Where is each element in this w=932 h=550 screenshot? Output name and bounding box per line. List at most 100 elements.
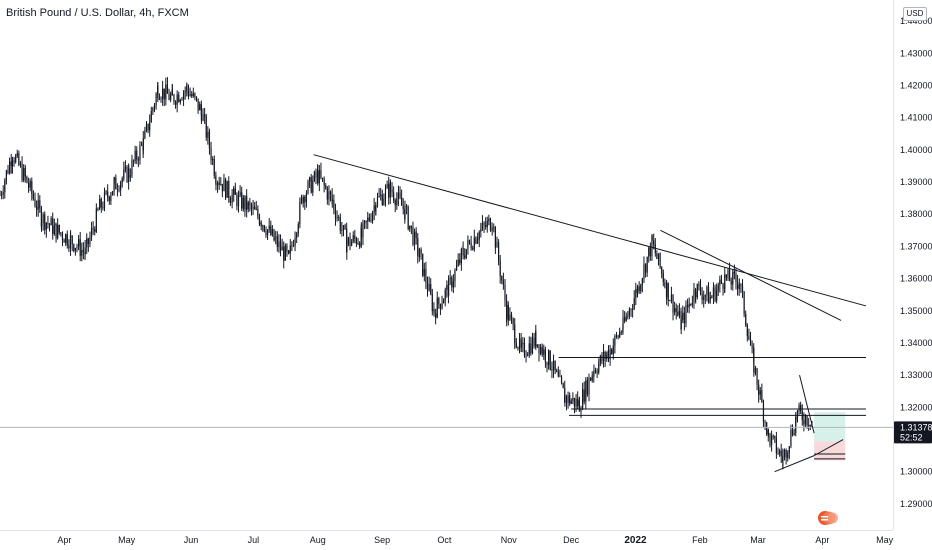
candle-body: [199, 104, 201, 111]
candle-body: [48, 223, 51, 226]
candle-body: [90, 228, 93, 237]
candle-body: [158, 98, 161, 100]
candle-body: [472, 248, 474, 250]
trendline[interactable]: [799, 375, 815, 434]
candle-body: [134, 150, 136, 162]
candles: [0, 77, 813, 470]
candle-body: [223, 179, 225, 192]
candle-body: [384, 188, 387, 199]
candle-body: [176, 94, 178, 105]
trendline[interactable]: [660, 229, 842, 321]
candle-body: [546, 362, 548, 366]
candle-body: [557, 371, 559, 377]
candle-body: [762, 402, 765, 422]
candle-body: [137, 159, 139, 161]
candle-body: [549, 368, 551, 370]
currency-badge[interactable]: USD: [903, 7, 927, 21]
candle-body: [617, 335, 619, 338]
price-tick-label: 1.34000: [900, 338, 932, 348]
candle-body: [92, 228, 94, 230]
candle-body: [582, 389, 584, 410]
profit-zone[interactable]: [814, 412, 846, 442]
candle-body: [300, 197, 303, 202]
candle-body: [475, 237, 477, 244]
candle-body: [785, 450, 787, 458]
candle-body: [738, 284, 740, 286]
candle-body: [630, 309, 632, 310]
trendline[interactable]: [813, 439, 844, 457]
candle-body: [531, 337, 534, 354]
candle-body: [620, 332, 622, 333]
candle-body: [381, 194, 383, 205]
candle-body: [570, 400, 572, 404]
position-tool[interactable]: [814, 412, 846, 461]
candle-body: [166, 84, 169, 94]
candle-body: [677, 311, 679, 316]
symbol-title[interactable]: British Pound / U.S. Dollar, 4h, FXCM: [6, 7, 189, 19]
time-axis[interactable]: Apr May Jun Jul Aug Sep Oct Nov Dec 2022 Feb Mar Apr…: [0, 530, 894, 547]
candle-body: [787, 452, 789, 458]
candle-body: [37, 200, 39, 210]
candle-body: [139, 145, 141, 161]
candle-body: [255, 208, 257, 210]
candle-body: [586, 380, 589, 395]
candle-body: [103, 192, 106, 208]
candle-body: [317, 170, 319, 184]
candle-body: [451, 277, 453, 288]
candle-body: [741, 285, 744, 292]
trendline[interactable]: [774, 455, 815, 473]
candle-body: [63, 239, 65, 243]
candle-body: [263, 225, 265, 232]
candle-body: [107, 191, 109, 197]
candle-body: [383, 198, 385, 205]
candle-body: [649, 247, 651, 256]
candle-body: [342, 225, 345, 230]
loss-zone[interactable]: [814, 441, 846, 461]
candle-body: [394, 200, 396, 206]
candle-body: [218, 182, 220, 185]
candle-body: [709, 297, 711, 298]
candle-body: [523, 342, 526, 356]
candle-body: [391, 189, 393, 193]
candle-body: [510, 314, 513, 319]
candle-body: [105, 191, 107, 193]
candle-body: [622, 317, 624, 330]
candle-body: [732, 271, 734, 285]
candle-body: [388, 184, 390, 198]
candle-body: [200, 111, 203, 121]
candle-body: [116, 189, 119, 190]
price-axis[interactable]: 1.44000 1.43000 1.42000 1.41000 1.40000 1.390…: [893, 0, 932, 530]
candle-body: [13, 160, 15, 163]
candle-body: [236, 194, 238, 207]
candle-body: [283, 246, 285, 261]
candle-body: [326, 188, 328, 200]
candle-body: [266, 229, 269, 236]
candle-body: [291, 245, 293, 247]
candle-body: [488, 218, 490, 222]
candle-body: [674, 308, 676, 313]
candle-body: [357, 242, 359, 245]
candle-body: [229, 202, 232, 203]
candle-body: [635, 289, 637, 299]
candle-body: [543, 349, 545, 355]
candle-body: [562, 383, 564, 389]
candle-body: [207, 131, 209, 138]
candle-body: [465, 248, 467, 258]
candle-body: [216, 182, 219, 186]
trendline[interactable]: [313, 154, 867, 307]
candle-body: [220, 183, 222, 185]
candle-body: [808, 424, 810, 426]
candle-body: [271, 229, 273, 235]
candle-body: [10, 161, 12, 166]
candle-body: [651, 235, 653, 256]
candle-body: [480, 228, 482, 232]
drawings[interactable]: [0, 154, 893, 473]
candle-body: [478, 231, 480, 240]
candle-body: [611, 349, 613, 354]
candle-body: [213, 159, 215, 176]
candle-body: [339, 217, 341, 231]
candle-body: [735, 273, 737, 282]
candle-body: [599, 355, 601, 364]
